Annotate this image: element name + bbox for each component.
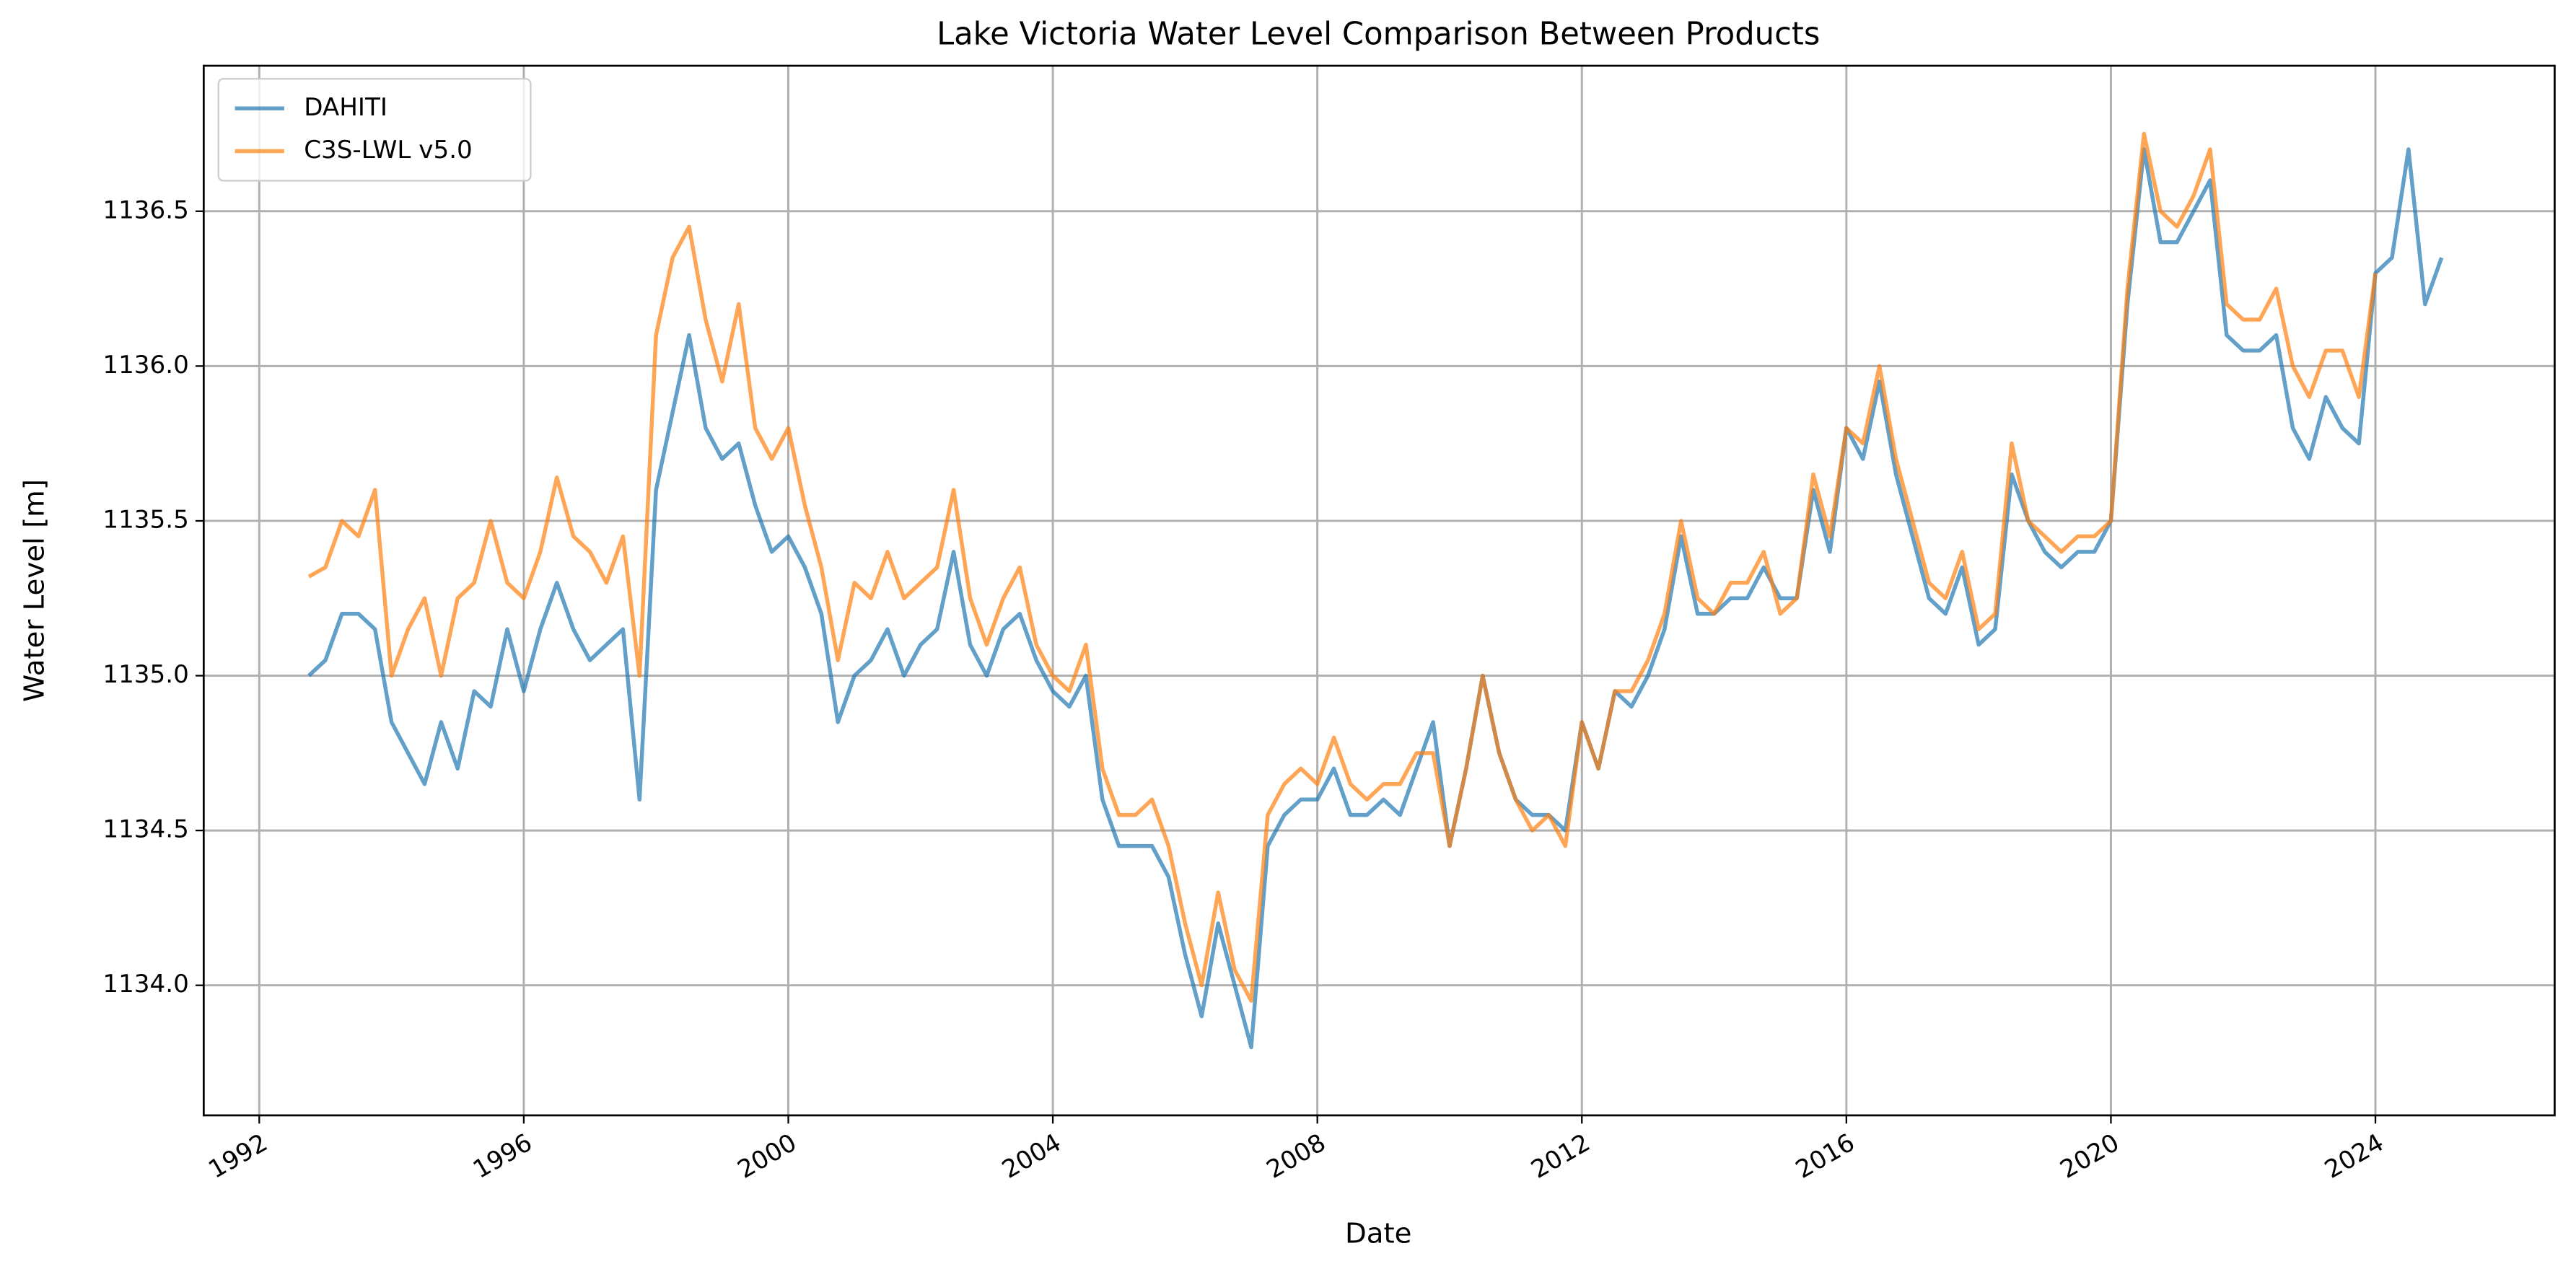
data-line xyxy=(307,147,2444,1050)
x-tick-label: 2012 xyxy=(1526,1128,1595,1185)
x-tick-label: 1992 xyxy=(203,1128,272,1185)
x-tick-label: 2008 xyxy=(1262,1128,1331,1185)
y-axis-label: Water Level [m] xyxy=(19,479,51,702)
x-tick-label: 2000 xyxy=(733,1128,802,1185)
y-tick-label: 1136.5 xyxy=(102,196,188,224)
data-line xyxy=(307,131,2378,1003)
x-tick-label: 1996 xyxy=(468,1128,537,1185)
y-tick-label: 1134.5 xyxy=(102,815,188,844)
y-tick-label: 1135.0 xyxy=(102,660,188,689)
grid xyxy=(203,66,2555,1115)
plot-frame xyxy=(202,64,2556,1117)
legend-label: C3S-LWL v5.0 xyxy=(304,136,473,164)
chart-title: Lake Victoria Water Level Comparison Bet… xyxy=(937,17,1820,53)
y-tick-label: 1136.0 xyxy=(102,351,188,379)
y-tick-label: 1135.5 xyxy=(102,505,188,534)
legend: DAHITI C3S-LWL v5.0 xyxy=(217,78,532,182)
x-tick-label: 2016 xyxy=(1791,1128,1859,1185)
x-tick-label: 2020 xyxy=(2056,1128,2124,1185)
x-axis-label: Date xyxy=(1345,1218,1411,1250)
x-tick-label: 2024 xyxy=(2320,1128,2388,1185)
y-tick-label: 1134.0 xyxy=(102,970,188,999)
legend-label: DAHITI xyxy=(304,93,387,122)
legend-box xyxy=(217,78,532,182)
x-tick-label: 2004 xyxy=(997,1128,1066,1185)
axes: 1134.0 1134.5 1135.0 1135.5 1136.0 1136.5 1992… xyxy=(102,196,2388,1185)
lines xyxy=(307,131,2444,1050)
